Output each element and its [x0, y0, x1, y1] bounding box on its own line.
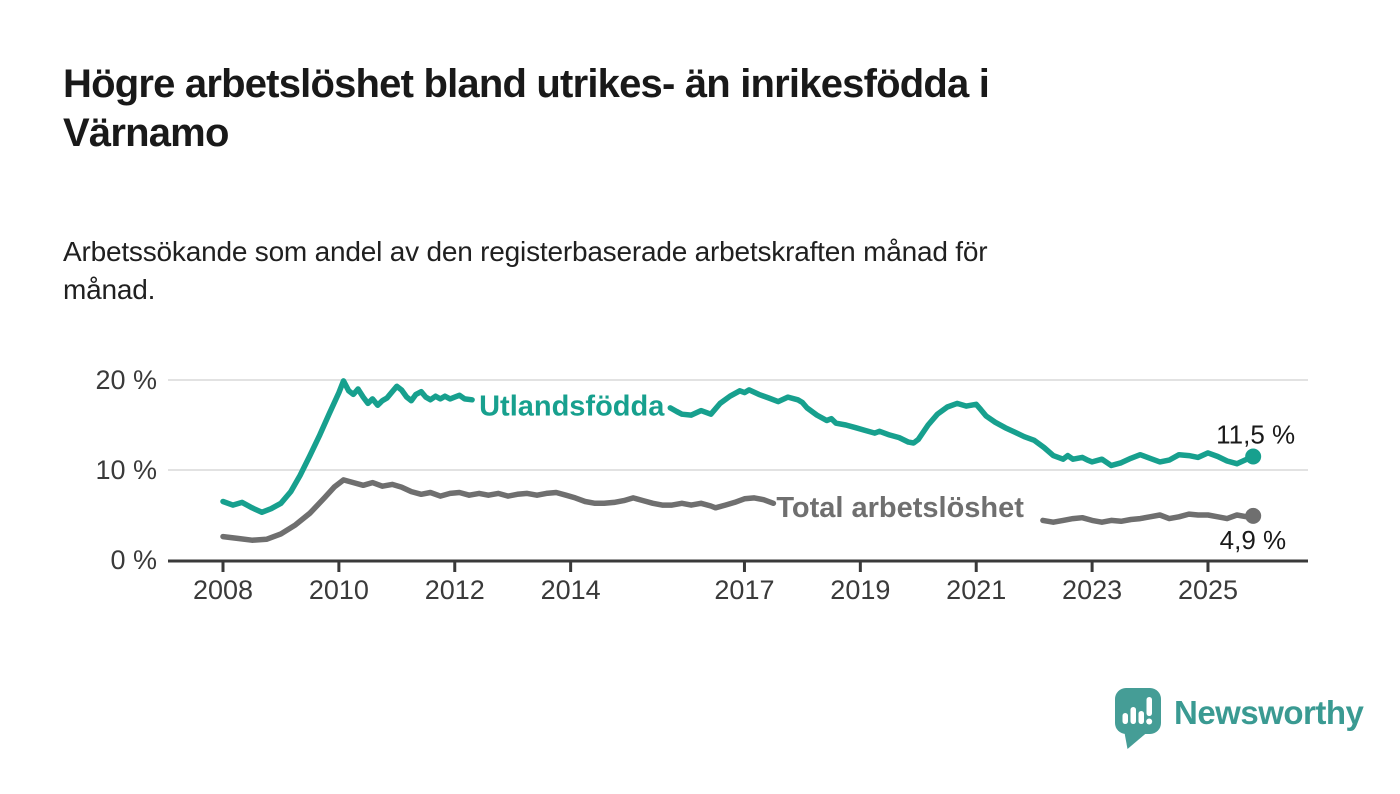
series-line: [220, 378, 475, 516]
series-end-dot: [1245, 507, 1262, 524]
x-tick-label: 2023: [1062, 575, 1122, 605]
newsworthy-speech-bubble-chart-icon: [1115, 688, 1161, 749]
y-tick-label: 0 %: [110, 545, 157, 575]
brand-footer: Newsworthy: [1113, 686, 1364, 754]
bar-tall: [1130, 707, 1136, 724]
series-line: [1040, 511, 1256, 525]
x-tick-label: 2014: [541, 575, 601, 605]
series-line: [667, 387, 1256, 469]
series-end-value-label: 4,9 %: [1220, 525, 1287, 555]
x-tick-label: 2017: [714, 575, 774, 605]
y-tick-label: 20 %: [95, 365, 157, 395]
series-label: Utlandsfödda: [479, 391, 665, 423]
series-line: [220, 477, 777, 543]
x-tick-label: 2008: [193, 575, 253, 605]
series-label: Total arbetslöshet: [776, 492, 1024, 524]
series-end-dot: [1245, 448, 1262, 465]
x-tick-label: 2025: [1178, 575, 1238, 605]
x-tick-label: 2012: [425, 575, 485, 605]
exclamation-dot: [1146, 718, 1153, 725]
y-tick-label: 10 %: [95, 455, 157, 485]
x-tick-label: 2019: [830, 575, 890, 605]
x-tick-label: 2021: [946, 575, 1006, 605]
page-title: Högre arbetslöshet bland utrikes- än inr…: [63, 62, 990, 155]
bar-small: [1122, 713, 1128, 724]
series-end-value-label: 11,5 %: [1216, 420, 1295, 450]
x-tick-label: 2010: [309, 575, 369, 605]
chart-subtitle: Arbetssökande som andel av den registerb…: [63, 236, 988, 305]
exclamation-bar: [1146, 697, 1152, 716]
brand-label: Newsworthy: [1174, 694, 1364, 731]
bar-medium: [1138, 711, 1144, 724]
